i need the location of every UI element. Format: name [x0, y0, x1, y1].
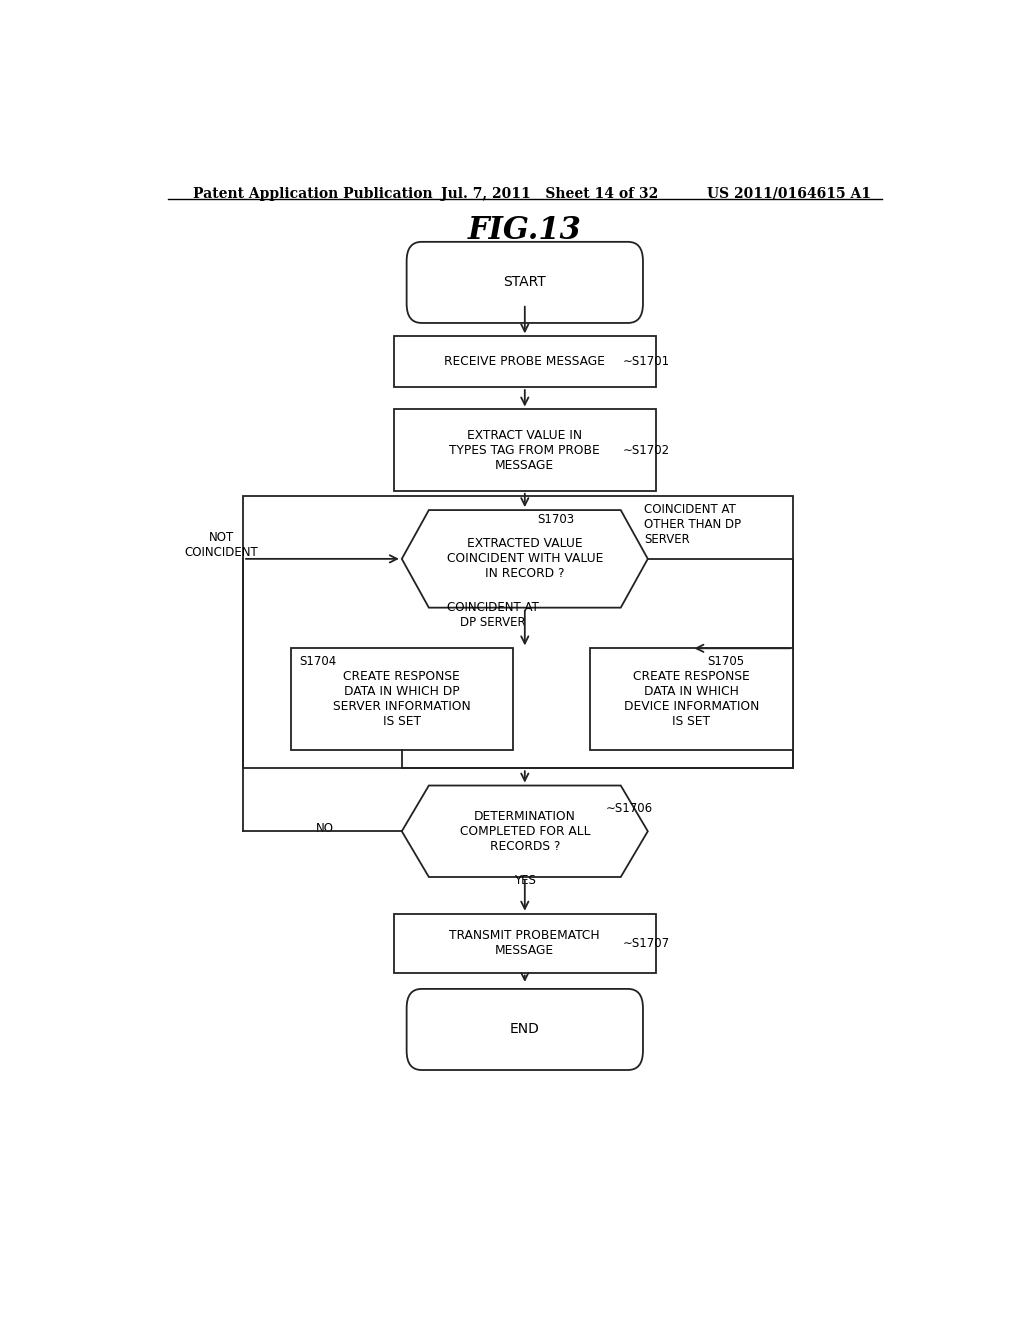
Text: US 2011/0164615 A1: US 2011/0164615 A1 — [708, 187, 871, 201]
Polygon shape — [401, 785, 648, 876]
Bar — [590, 648, 793, 750]
Text: EXTRACTED VALUE
COINCIDENT WITH VALUE
IN RECORD ?: EXTRACTED VALUE COINCIDENT WITH VALUE IN… — [446, 537, 603, 581]
Text: END: END — [510, 1023, 540, 1036]
Text: EXTRACT VALUE IN
TYPES TAG FROM PROBE
MESSAGE: EXTRACT VALUE IN TYPES TAG FROM PROBE ME… — [450, 429, 600, 471]
Text: S1705: S1705 — [708, 655, 744, 668]
Text: RECEIVE PROBE MESSAGE: RECEIVE PROBE MESSAGE — [444, 355, 605, 368]
Text: Jul. 7, 2011   Sheet 14 of 32: Jul. 7, 2011 Sheet 14 of 32 — [441, 187, 658, 201]
Bar — [394, 337, 655, 387]
FancyBboxPatch shape — [407, 242, 643, 323]
Text: COINCIDENT AT
DP SERVER: COINCIDENT AT DP SERVER — [447, 601, 539, 628]
Text: START: START — [504, 276, 546, 289]
Polygon shape — [401, 510, 648, 607]
Bar — [243, 496, 793, 768]
Text: ∼S1701: ∼S1701 — [624, 355, 671, 368]
Text: CREATE RESPONSE
DATA IN WHICH DP
SERVER INFORMATION
IS SET: CREATE RESPONSE DATA IN WHICH DP SERVER … — [333, 671, 471, 729]
Text: NOT
COINCIDENT: NOT COINCIDENT — [184, 531, 258, 558]
Bar — [394, 913, 655, 973]
Text: NO: NO — [316, 822, 334, 834]
FancyBboxPatch shape — [407, 989, 643, 1071]
Text: S1703: S1703 — [538, 512, 574, 525]
Text: COINCIDENT AT
OTHER THAN DP
SERVER: COINCIDENT AT OTHER THAN DP SERVER — [644, 503, 741, 545]
Text: ∼S1706: ∼S1706 — [606, 803, 653, 816]
Text: TRANSMIT PROBEMATCH
MESSAGE: TRANSMIT PROBEMATCH MESSAGE — [450, 929, 600, 957]
Text: Patent Application Publication: Patent Application Publication — [194, 187, 433, 201]
Text: ∼S1707: ∼S1707 — [624, 937, 671, 949]
Text: S1704: S1704 — [299, 655, 337, 668]
Text: DETERMINATION
COMPLETED FOR ALL
RECORDS ?: DETERMINATION COMPLETED FOR ALL RECORDS … — [460, 809, 590, 853]
Bar — [291, 648, 513, 750]
Text: ∼S1702: ∼S1702 — [624, 444, 671, 457]
Bar — [394, 409, 655, 491]
Text: FIG.13: FIG.13 — [468, 215, 582, 247]
Text: YES: YES — [514, 874, 536, 887]
Text: CREATE RESPONSE
DATA IN WHICH
DEVICE INFORMATION
IS SET: CREATE RESPONSE DATA IN WHICH DEVICE INF… — [624, 671, 759, 729]
